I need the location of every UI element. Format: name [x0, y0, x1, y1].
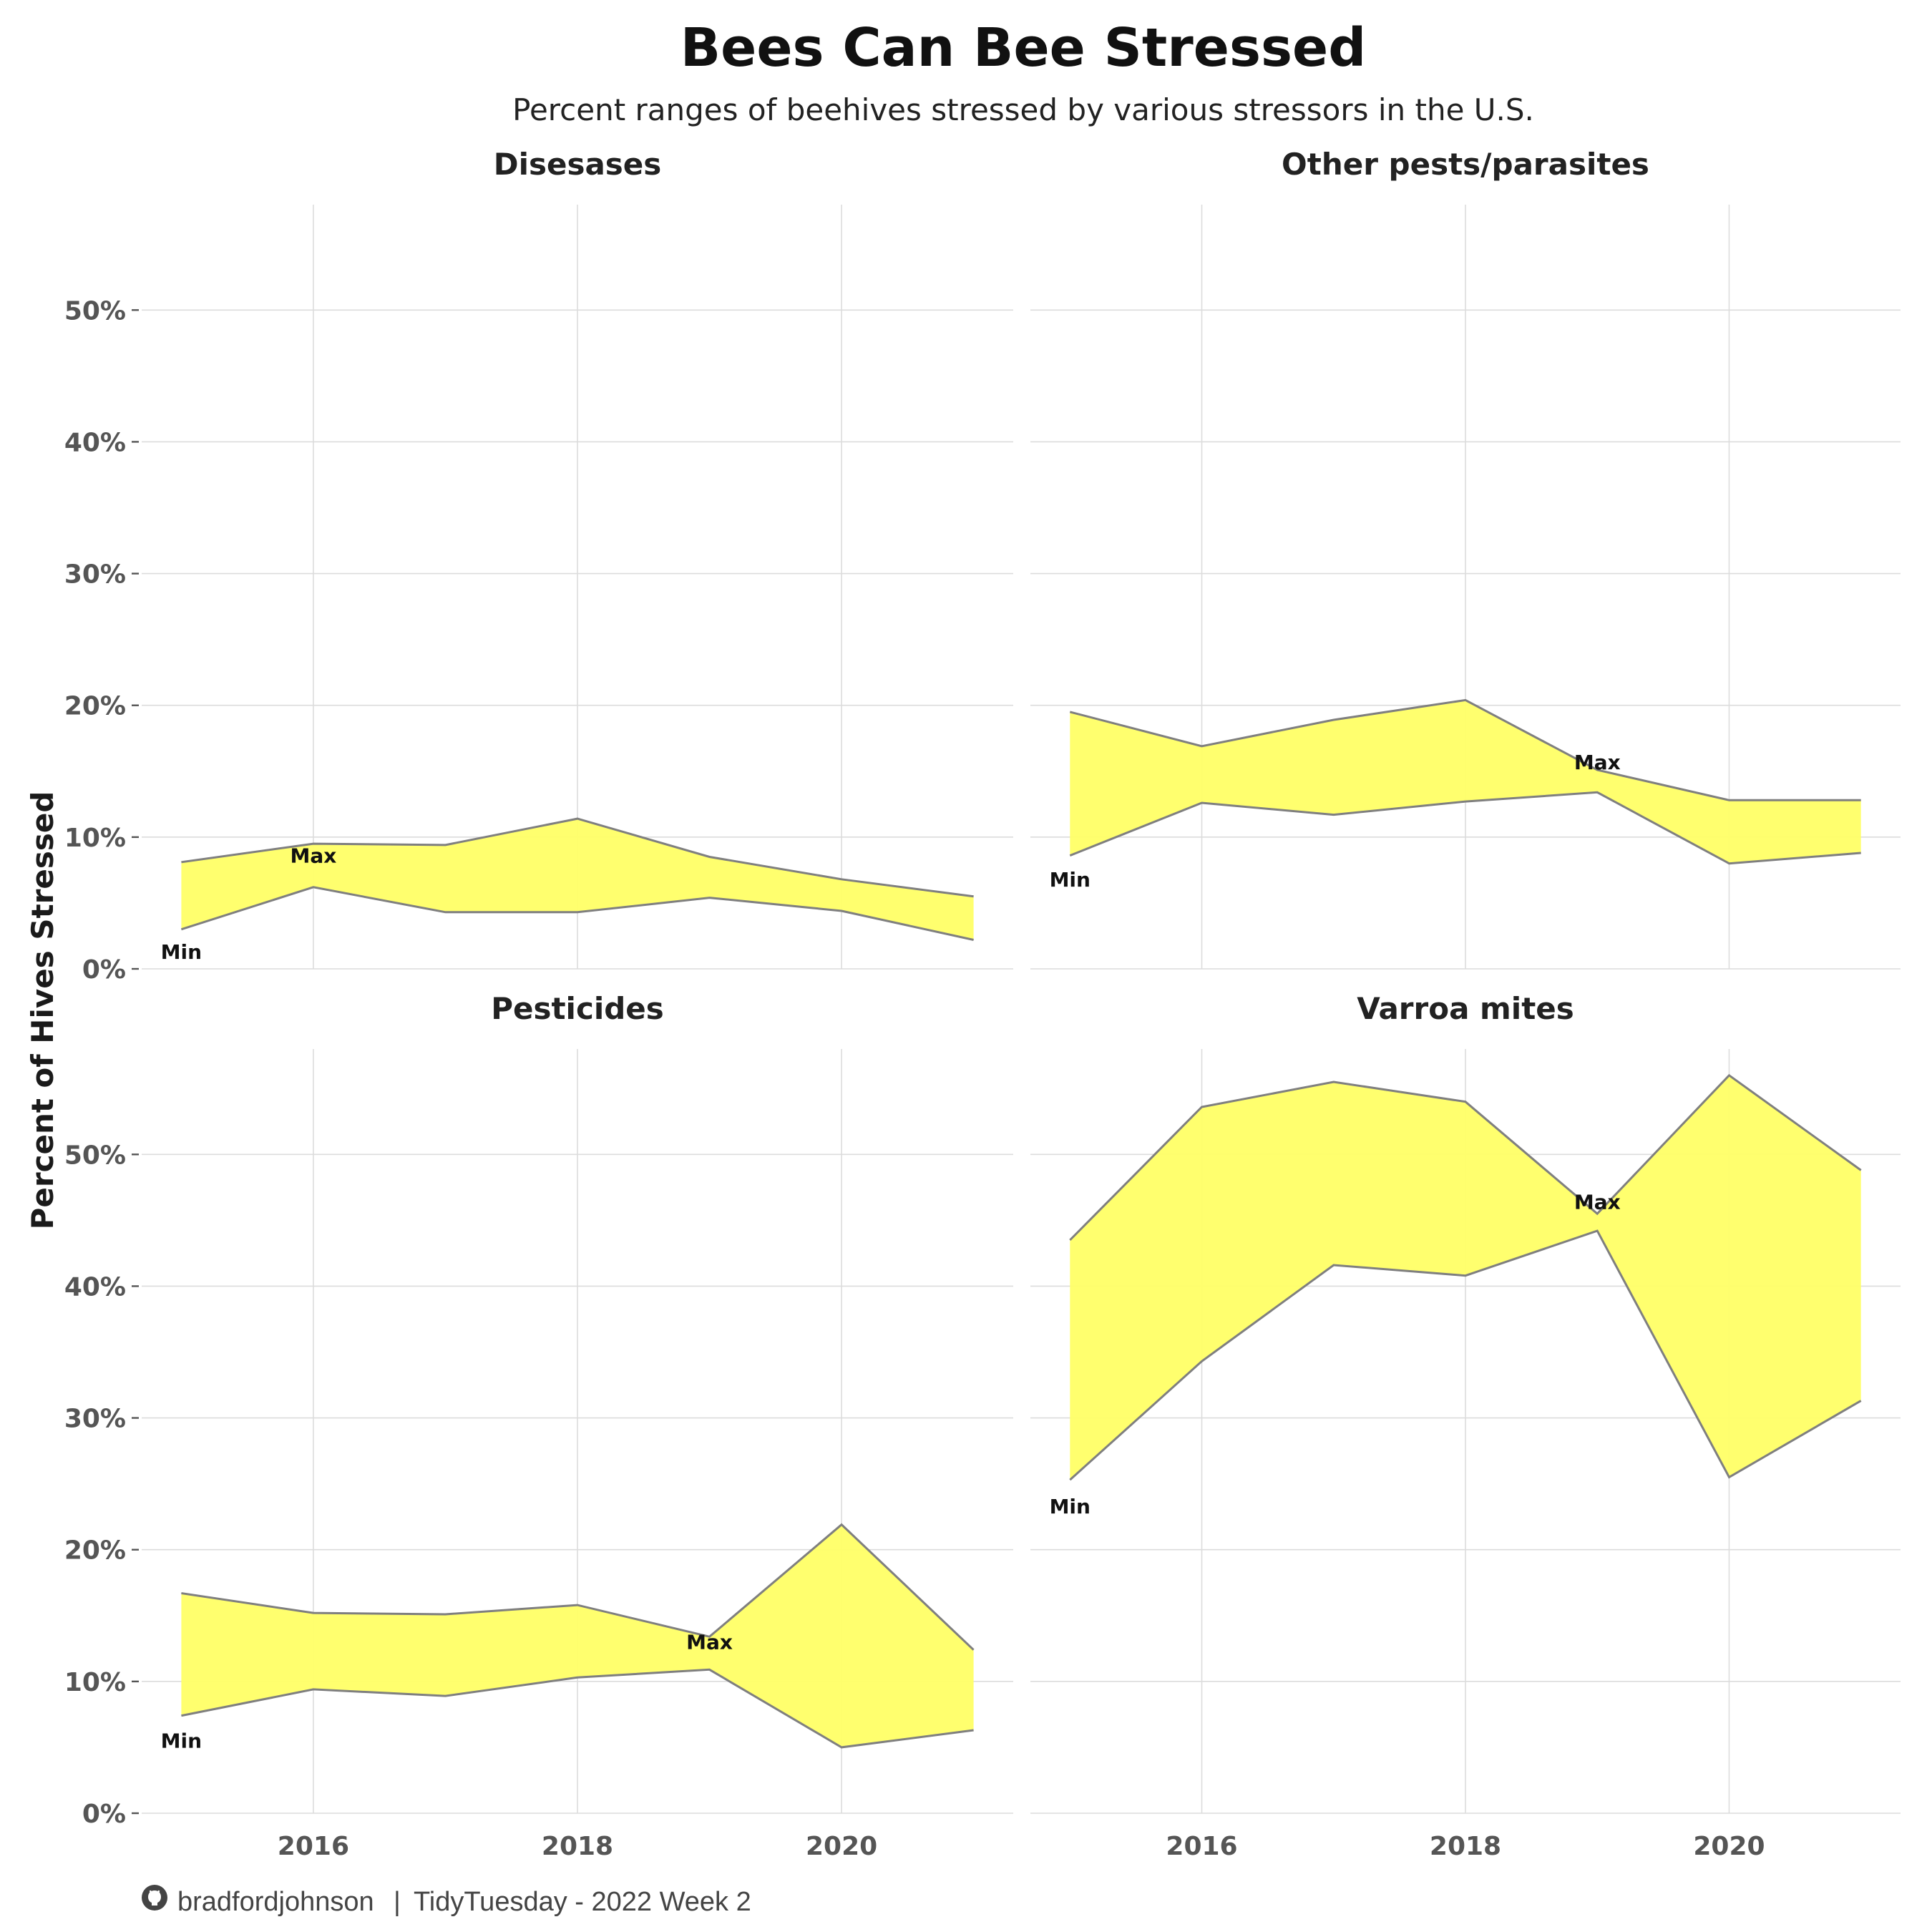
min-line [1069, 791, 1861, 865]
y-tick-label: 50% [64, 1141, 126, 1170]
annotation-max: Max [1574, 1191, 1621, 1214]
x-tick-label: 2016 [278, 1832, 349, 1861]
annotation-max: Max [1574, 751, 1621, 774]
y-tick-label: 10% [64, 1668, 126, 1697]
y-tick-label: 20% [64, 1536, 126, 1566]
min-line [181, 1668, 974, 1749]
y-tick-label: 0% [82, 1800, 126, 1829]
min-line [1069, 1229, 1862, 1481]
y-tick-label: 30% [64, 1405, 126, 1434]
y-tick-label: 40% [64, 428, 126, 457]
annotation-min: Min [1050, 1495, 1091, 1518]
panel-varroa-mites: Min Max Varroa mites 2016 2018 2020 [1030, 991, 1901, 1861]
chart-title: Bees Can Bee Stressed [680, 17, 1366, 79]
ribbon-area [181, 819, 974, 940]
y-tick-label: 10% [64, 824, 126, 853]
annotation-min: Min [161, 1729, 202, 1753]
x-tick-label: 2018 [542, 1832, 613, 1861]
y-tick-label: 50% [64, 296, 126, 326]
caption: bradfordjohnson | TidyTuesday - 2022 Wee… [142, 1885, 751, 1917]
annotation-max: Max [686, 1631, 733, 1654]
ribbon-area [1070, 700, 1861, 864]
chart-subtitle: Percent ranges of beehives stressed by v… [512, 92, 1534, 127]
max-line [181, 817, 974, 898]
max-line [1069, 1073, 1862, 1241]
panel-title: Pesticides [491, 991, 664, 1026]
panel-title: Varroa mites [1357, 991, 1574, 1026]
annotation-min: Min [161, 940, 202, 964]
y-tick-label: 20% [64, 692, 126, 721]
y-tick-label: 0% [82, 955, 126, 985]
caption-source: TidyTuesday - 2022 Week 2 [414, 1887, 751, 1917]
annotation-min: Min [1050, 868, 1091, 892]
y-axis-label: Percent of Hives Stressed [25, 791, 60, 1230]
x-tick-label: 2018 [1430, 1832, 1501, 1861]
panel-disesases: Min Max Disesases 0% 10% 20% 30% 40% 50% [64, 147, 1013, 985]
chart-panels: Min Max Disesases 0% 10% 20% 30% 40% 50% Min Max Ot… [64, 147, 1901, 1861]
github-icon [142, 1885, 167, 1911]
y-tick-label: 30% [64, 560, 126, 590]
x-tick-label: 2020 [1693, 1832, 1765, 1861]
max-line [181, 1523, 975, 1651]
panel-other-pests-parasites: Min Max Other pests/parasites [1030, 147, 1901, 970]
annotation-max: Max [290, 844, 336, 868]
y-tick-label: 40% [64, 1272, 126, 1302]
panel-title: Disesases [494, 147, 662, 182]
caption-separator: | [394, 1887, 401, 1917]
panel-title: Other pests/parasites [1282, 147, 1649, 182]
ribbon-area [1070, 1075, 1861, 1480]
min-line [180, 886, 974, 941]
panel-pesticides: Min Max Pesticides 0% 10% 20% 30% 40% 50% 2016 201… [64, 991, 1013, 1861]
caption-author: bradfordjohnson [177, 1887, 374, 1917]
x-tick-label: 2016 [1166, 1832, 1237, 1861]
x-tick-label: 2020 [806, 1832, 877, 1861]
max-line [1069, 698, 1861, 801]
